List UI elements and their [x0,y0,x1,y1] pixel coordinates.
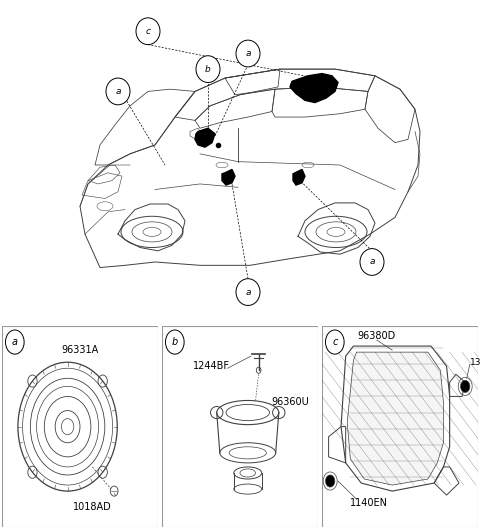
Circle shape [325,330,344,354]
FancyBboxPatch shape [2,326,157,527]
Circle shape [360,249,384,276]
Text: b: b [205,65,211,74]
Text: a: a [369,258,375,267]
Circle shape [460,381,470,392]
Text: 1244BF: 1244BF [193,361,230,371]
Text: a: a [245,49,251,58]
Text: 1018AD: 1018AD [73,502,112,512]
Text: 1339CC: 1339CC [470,358,480,367]
Circle shape [166,330,184,354]
Text: c: c [145,26,151,36]
Circle shape [256,367,261,373]
Text: 96331A: 96331A [61,345,98,355]
Text: b: b [172,337,178,347]
FancyBboxPatch shape [162,326,318,527]
Circle shape [106,78,130,105]
Text: c: c [332,337,337,347]
FancyBboxPatch shape [323,326,478,527]
Polygon shape [347,352,444,485]
Circle shape [236,279,260,305]
Circle shape [196,56,220,83]
Polygon shape [290,74,338,103]
Polygon shape [222,170,235,185]
Text: 1140EN: 1140EN [350,498,388,508]
Text: a: a [12,337,18,347]
Circle shape [136,18,160,45]
Text: a: a [115,87,121,96]
Circle shape [236,40,260,67]
Text: 96380D: 96380D [358,331,396,341]
Text: 96360U: 96360U [271,398,309,408]
Text: a: a [245,288,251,297]
Circle shape [5,330,24,354]
Polygon shape [195,128,215,147]
Polygon shape [293,170,305,185]
Circle shape [325,475,335,487]
